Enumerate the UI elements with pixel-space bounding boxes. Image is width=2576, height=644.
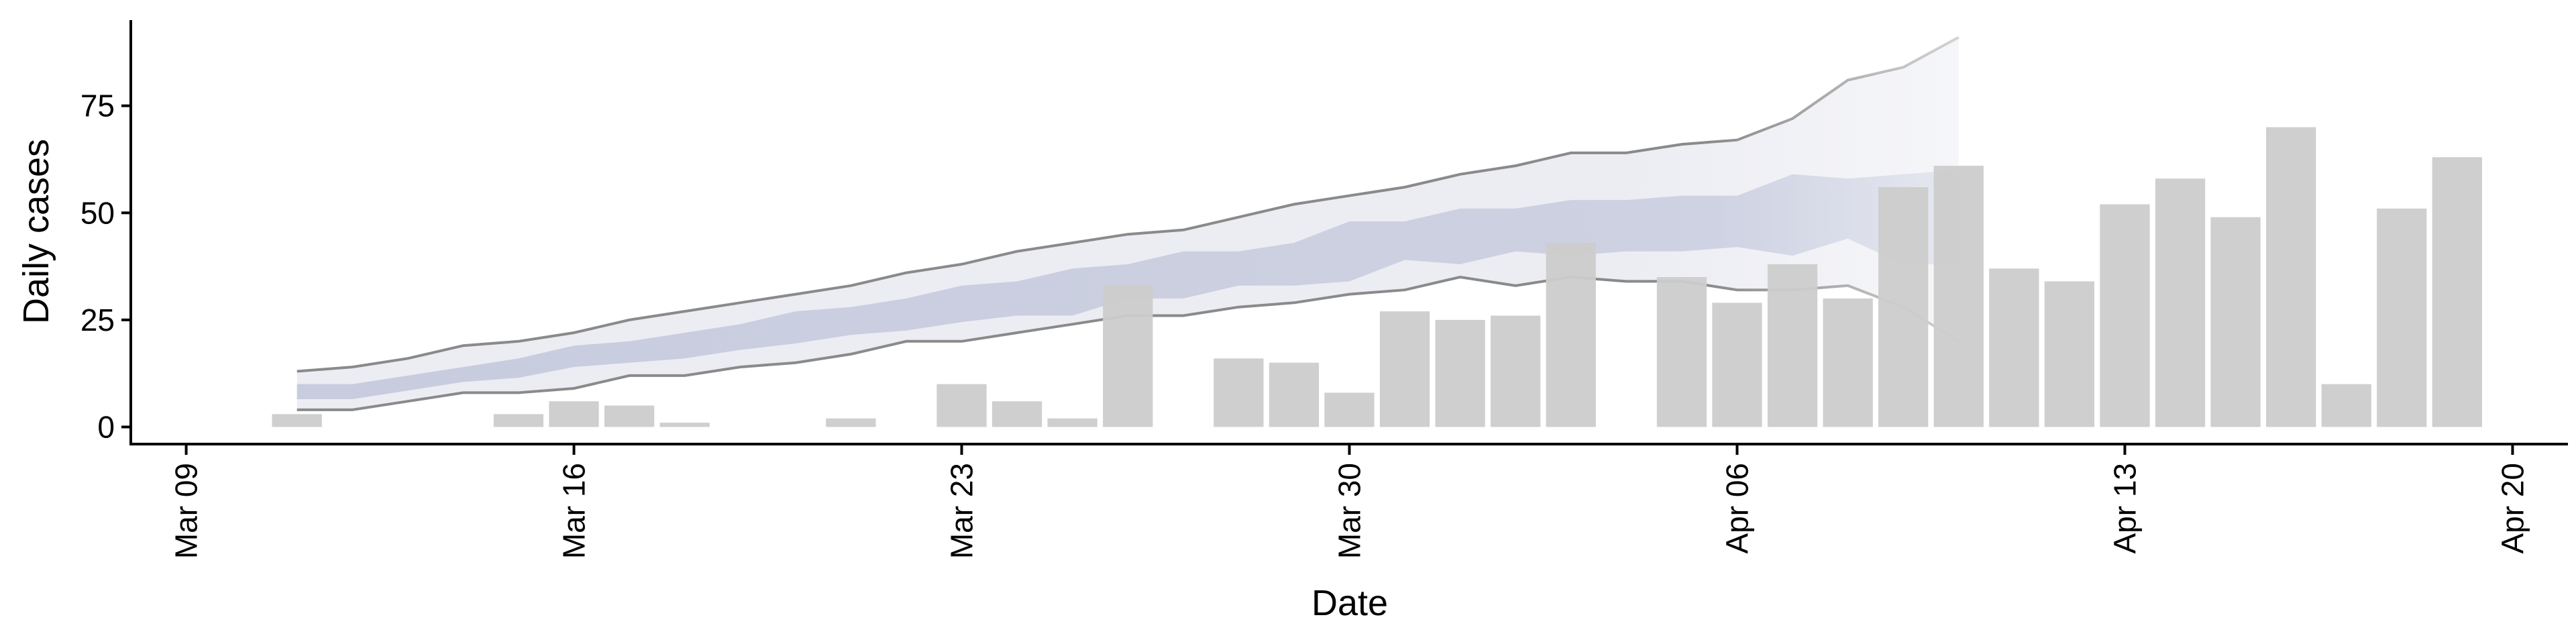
case-bar [2210,217,2261,427]
case-bar [826,418,876,427]
y-tick-label: 75 [80,89,115,123]
case-bar [2321,384,2371,427]
y-tick-label: 50 [80,195,115,230]
case-bar [2100,204,2150,427]
case-bar [1933,166,1984,427]
x-tick-label: Apr 13 [2108,463,2143,554]
case-bar [604,405,655,427]
forecast-band-50 [297,170,1959,399]
case-bar [1214,358,1264,427]
daily-case-bars [272,127,2482,427]
case-bar [549,401,599,427]
case-bar [2266,127,2316,427]
case-bar [2432,157,2482,427]
case-bar [1712,303,1762,427]
case-bar [2377,208,2427,427]
x-tick-label: Mar 09 [169,463,204,559]
case-bar [1878,187,1929,427]
forecast-band-90 [297,37,1959,410]
case-bar [1491,315,1541,427]
case-bar [1324,392,1375,427]
case-bar [1269,362,1320,427]
case-bar [2155,178,2206,427]
x-ticks: Mar 09 Mar 16 Mar 23 Mar 30 Apr 06 Apr 13 Apr … [169,444,2530,559]
case-bar [1989,268,2039,427]
y-tick-label: 25 [80,303,115,337]
y-ticks: 0 25 50 75 [80,89,131,444]
case-bar [1767,264,1818,427]
y-axis-label: Daily cases [16,139,56,324]
case-bar [1546,243,1596,427]
x-axis-label: Date [1311,583,1388,623]
case-bar [1435,319,1485,427]
case-bar [991,401,1042,427]
x-tick-label: Mar 30 [1332,463,1367,559]
x-tick-label: Apr 06 [1720,463,1755,554]
case-bar [659,423,710,427]
x-tick-label: Mar 23 [945,463,979,559]
case-bar [2044,281,2094,427]
x-tick-label: Apr 20 [2495,463,2530,554]
case-bar [1103,285,1153,427]
case-bar [1047,418,1097,427]
case-bar [936,384,987,427]
x-tick-label: Mar 16 [557,463,592,559]
case-bar [272,414,322,427]
case-bar [493,414,544,427]
case-bar [1823,298,1873,427]
forecast-upper-line [297,36,1960,373]
case-bar [1656,277,1707,427]
y-tick-label: 0 [97,409,115,444]
case-bar [1379,311,1430,427]
